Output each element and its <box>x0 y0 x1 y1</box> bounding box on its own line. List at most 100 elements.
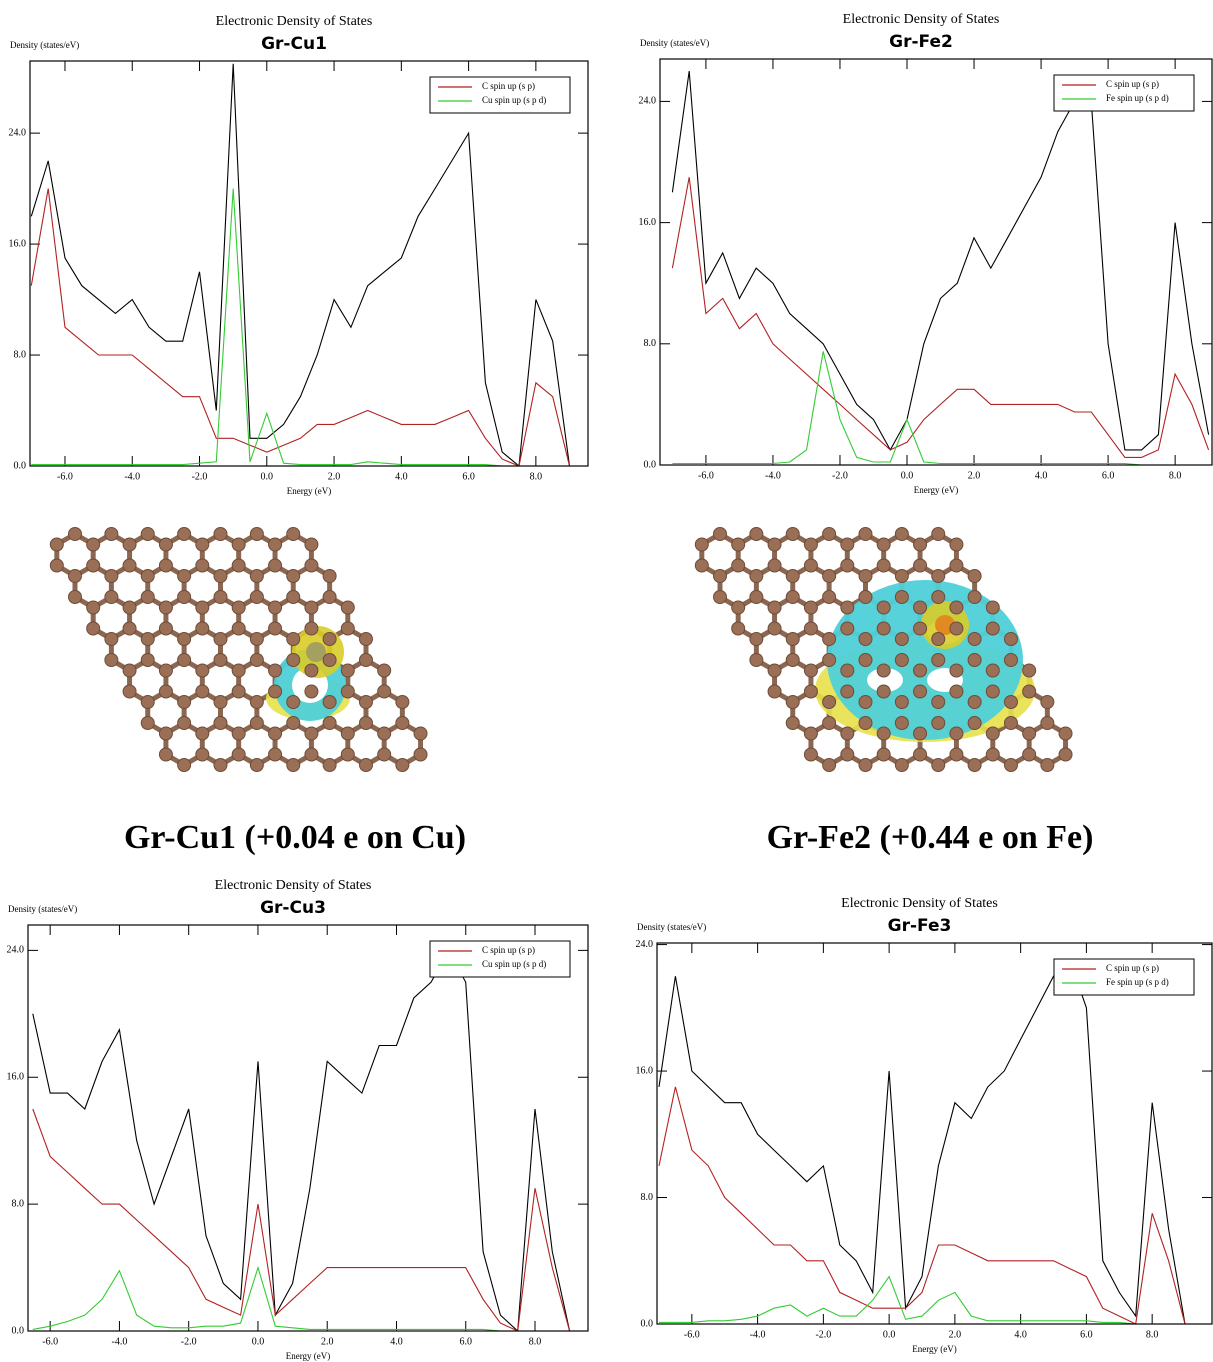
atom <box>140 590 155 604</box>
x-tick-label: 6.0 <box>1102 470 1115 481</box>
atom <box>140 632 155 646</box>
atom <box>1003 653 1018 667</box>
atom <box>304 684 319 699</box>
atom <box>1003 632 1018 646</box>
atom <box>840 558 855 573</box>
atom <box>395 695 410 709</box>
plot-area <box>658 959 1202 1324</box>
atom <box>358 758 373 772</box>
atom <box>231 600 246 615</box>
atom <box>931 527 946 541</box>
x-tick-label: 0.0 <box>261 471 274 482</box>
y-tick-label: 0.0 <box>644 459 657 470</box>
atom <box>140 527 155 541</box>
atom <box>731 537 746 552</box>
atom <box>749 632 764 646</box>
atom <box>949 558 964 573</box>
atom <box>858 695 873 709</box>
legend-box <box>1053 958 1195 996</box>
atom <box>858 632 873 646</box>
atom <box>249 695 264 709</box>
atom <box>894 590 909 604</box>
metal-core <box>306 642 326 662</box>
y-tick-label: 16.0 <box>7 1072 25 1083</box>
atom <box>358 716 373 730</box>
atom <box>840 747 855 762</box>
atom <box>731 600 746 615</box>
atom <box>913 663 928 678</box>
atom <box>840 600 855 615</box>
atom <box>858 716 873 730</box>
dos-line <box>658 1086 1202 1324</box>
atom <box>967 695 982 709</box>
y-tick-label: 0.0 <box>641 1318 654 1329</box>
atom <box>985 747 1000 762</box>
atom <box>358 653 373 667</box>
atom <box>158 537 173 552</box>
atom <box>268 600 283 615</box>
atom <box>231 684 246 699</box>
x-tick-label: -2.0 <box>181 1336 197 1347</box>
atom <box>913 726 928 741</box>
dos-line <box>32 1265 587 1331</box>
atom <box>104 632 119 646</box>
x-tick-label: 0.0 <box>883 1329 896 1340</box>
y-tick-label: 8.0 <box>644 338 657 349</box>
atom <box>195 684 210 699</box>
atom <box>286 716 301 730</box>
plot-area <box>671 71 1210 465</box>
atom <box>713 527 727 541</box>
atom <box>840 621 855 636</box>
x-tick-label: 2.0 <box>321 1336 334 1347</box>
legend-label: C spin up (s p) <box>1106 963 1159 973</box>
chart: Electronic Density of States Gr-Cu3 Densit… <box>7 878 589 1361</box>
x-tick-label: -4.0 <box>750 1329 766 1340</box>
dos-line <box>30 188 587 466</box>
atom <box>876 600 891 615</box>
atom <box>140 716 155 730</box>
atom <box>286 527 301 541</box>
atom <box>377 747 392 762</box>
atom <box>322 695 337 709</box>
x-tick-label: -2.0 <box>815 1329 831 1340</box>
atom <box>177 569 192 583</box>
atom <box>231 621 246 636</box>
atom <box>249 758 264 772</box>
chart-subtitle: Gr-Cu3 <box>260 898 326 918</box>
atom <box>749 590 764 604</box>
structure <box>694 527 1073 772</box>
atom <box>49 537 64 552</box>
atom <box>322 590 337 604</box>
atom <box>822 569 837 583</box>
atom <box>86 621 101 636</box>
atom <box>876 558 891 573</box>
legend-label: Fe spin up (s p d) <box>1106 977 1169 987</box>
atom <box>749 653 764 667</box>
atom <box>967 653 982 667</box>
atom <box>286 695 301 709</box>
atom <box>395 716 410 730</box>
atom <box>322 653 337 667</box>
plot-frame <box>656 942 1213 1325</box>
atom <box>377 726 392 741</box>
atom <box>876 621 891 636</box>
x-tick-label: -2.0 <box>192 471 208 482</box>
x-tick-label: -6.0 <box>698 470 714 481</box>
atom <box>249 716 264 730</box>
atom <box>268 537 283 552</box>
atom <box>1022 747 1037 762</box>
atom <box>358 695 373 709</box>
atom <box>767 537 782 552</box>
atom <box>949 663 964 678</box>
atom <box>894 569 909 583</box>
atom <box>86 537 101 552</box>
atom <box>822 716 837 730</box>
atom <box>858 653 873 667</box>
atom <box>785 695 800 709</box>
atom <box>767 684 782 699</box>
caption: Gr-Cu1 (+0.04 e on Cu) <box>124 819 466 856</box>
y-tick-label: 16.0 <box>639 217 657 228</box>
atom <box>231 663 246 678</box>
atom <box>177 653 192 667</box>
atom <box>822 653 837 667</box>
